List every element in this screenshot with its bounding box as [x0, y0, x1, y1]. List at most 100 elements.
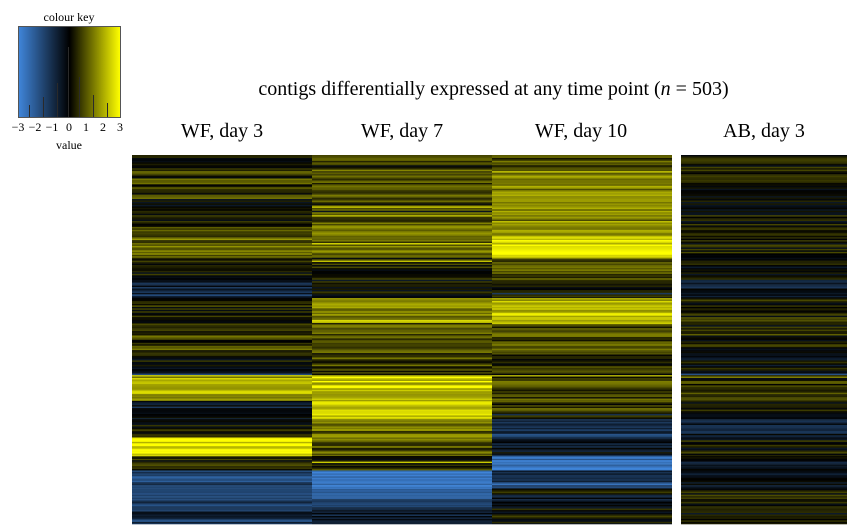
heatmap-cell — [681, 455, 847, 458]
heatmap-cell — [312, 488, 492, 491]
heatmap-cell — [312, 345, 492, 348]
heatmap-cell — [681, 335, 847, 338]
heatmap-cell — [132, 172, 312, 175]
heatmap-cell — [492, 321, 672, 324]
heatmap-cell — [312, 329, 492, 332]
heatmap-cell — [312, 494, 492, 497]
heatmap-cell — [132, 253, 312, 256]
heatmap-cell — [492, 479, 672, 482]
heatmap-cell — [681, 166, 847, 169]
heatmap-cell — [312, 254, 492, 257]
heatmap-cell — [492, 197, 672, 200]
heatmap-cell — [681, 212, 847, 214]
heatmap-cell — [312, 500, 492, 503]
heatmap-cell — [492, 315, 672, 318]
heatmap-cell — [492, 415, 672, 418]
heatmap-cell — [681, 311, 847, 314]
heatmap-cell — [312, 247, 492, 250]
heatmap-cell — [681, 479, 847, 482]
heatmap-cell — [132, 497, 312, 500]
heatmap-cell — [132, 182, 312, 185]
heatmap-cell — [681, 467, 847, 470]
heatmap-cell — [492, 222, 672, 225]
heatmap-cell — [492, 521, 672, 524]
heatmap-cell — [312, 429, 492, 432]
heatmap-cell — [492, 375, 672, 377]
heatmap-cell — [681, 174, 847, 176]
heatmap-cell — [681, 523, 847, 525]
heatmap-cell — [681, 163, 847, 166]
heatmap-cell — [312, 467, 492, 470]
heatmap-cell — [681, 308, 847, 311]
heatmap-cell — [492, 281, 672, 283]
heatmap-cell — [132, 315, 312, 318]
heatmap-cell — [492, 237, 672, 239]
heatmap-cell — [681, 306, 847, 309]
heatmap-cell — [681, 490, 847, 493]
heatmap-cell — [132, 257, 312, 260]
heatmap-cell — [132, 282, 312, 285]
heatmap-cell — [681, 221, 847, 223]
heatmap-cell — [492, 184, 672, 187]
heatmap-cell — [492, 299, 672, 302]
heatmap-cell — [681, 241, 847, 244]
heatmap-cell — [492, 440, 672, 443]
heatmap-cell — [681, 496, 847, 498]
heatmap-cell — [492, 302, 672, 305]
heatmap-cell — [492, 175, 672, 178]
heatmap-cell — [312, 515, 492, 518]
heatmap-cell — [681, 287, 847, 289]
heatmap-cell — [312, 395, 492, 398]
heatmap-cell — [132, 513, 312, 515]
heatmap-cell — [312, 430, 492, 433]
heatmap-cell — [492, 190, 672, 192]
heatmap-cell — [132, 159, 312, 162]
heatmap-cell — [492, 467, 672, 470]
heatmap-cell — [312, 190, 492, 192]
heatmap-cell — [492, 209, 672, 212]
heatmap-cell — [132, 479, 312, 482]
heatmap-cell — [132, 299, 312, 302]
heatmap-cell — [312, 216, 492, 219]
heatmap-cell — [681, 499, 847, 501]
heatmap-cell — [681, 191, 847, 194]
heatmap-cell — [492, 187, 672, 190]
heatmap-cell — [681, 392, 847, 395]
heatmap-cell — [132, 438, 312, 441]
heatmap-cell — [312, 185, 492, 188]
heatmap-cell — [312, 363, 492, 366]
heatmap-cell — [132, 406, 312, 409]
heatmap-cell — [492, 306, 672, 309]
heatmap-cell — [312, 418, 492, 420]
heatmap-cell — [132, 370, 312, 373]
heatmap-cell — [132, 294, 312, 297]
heatmap-cell — [681, 437, 847, 440]
heatmap-cell — [312, 507, 492, 509]
heatmap-cell — [312, 432, 492, 435]
heatmap-cell — [312, 463, 492, 465]
heatmap-cell — [492, 500, 672, 503]
heatmap-cell — [132, 312, 312, 315]
heatmap-cell — [681, 289, 847, 292]
heatmap-cell — [492, 353, 672, 355]
heatmap-cell — [492, 433, 672, 436]
heatmap-cell — [132, 373, 312, 376]
heatmap-cell — [681, 347, 847, 349]
heatmap-cell — [681, 466, 847, 468]
heatmap-cell — [312, 234, 492, 236]
heatmap-cell — [681, 201, 847, 204]
heatmap-cell — [492, 200, 672, 203]
heatmap-cell — [681, 218, 847, 220]
heatmap-cell — [132, 353, 312, 355]
heatmap-cell — [312, 392, 492, 395]
heatmap-cell — [312, 411, 492, 413]
heatmap-cell — [132, 226, 312, 229]
heatmap-cell — [681, 210, 847, 213]
heatmap-cell — [312, 270, 492, 273]
heatmap-cell — [132, 338, 312, 341]
heatmap-cell — [132, 326, 312, 329]
heatmap-cell — [681, 171, 847, 173]
heatmap-cell — [312, 178, 492, 181]
heatmap-cell — [132, 332, 312, 335]
